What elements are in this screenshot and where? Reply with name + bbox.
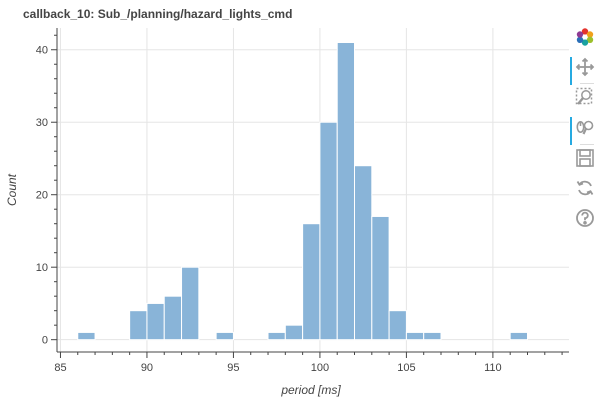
bars-layer [77, 41, 528, 341]
x-tick-label: 100 [311, 362, 329, 374]
x-tick-label: 95 [227, 362, 239, 374]
help-tool-button[interactable] [570, 206, 600, 234]
toolbar-separator [580, 83, 594, 84]
histogram-bar [388, 310, 407, 341]
y-tick-label: 30 [36, 117, 48, 129]
x-tick-label: 85 [54, 362, 66, 374]
histogram-bar [146, 302, 165, 341]
histogram-bar [509, 331, 528, 341]
x-tick-label: 110 [484, 362, 502, 374]
histogram-bar [215, 331, 234, 341]
histogram-bar [423, 331, 442, 341]
histogram-bar [319, 121, 338, 341]
wheel-zoom-tool-button[interactable] [570, 115, 600, 145]
axes-layer: 85 90 95 100 105 110 0 10 20 30 40 [36, 28, 569, 374]
save-tool-button[interactable] [570, 146, 600, 174]
histogram-bar [129, 310, 148, 341]
toolbar-separator [580, 144, 594, 145]
histogram-bar [284, 324, 304, 341]
histogram-bar [181, 266, 200, 341]
histogram-bar [405, 331, 425, 341]
y-tick-label: 10 [36, 262, 48, 274]
histogram-bar [77, 331, 96, 341]
histogram-bar [267, 331, 286, 341]
y-tick-label: 40 [36, 45, 48, 57]
y-tick-label: 20 [36, 190, 48, 202]
histogram-bar [336, 41, 356, 341]
histogram-bar [371, 215, 390, 341]
pan-tool-button[interactable] [570, 55, 600, 85]
histogram-bar [163, 295, 183, 341]
x-tick-label: 105 [397, 362, 415, 374]
x-axis-label: period [ms] [280, 383, 341, 397]
y-axis-label: Count [5, 173, 19, 206]
bokeh-logo-button [570, 25, 600, 53]
histogram-bar [354, 165, 373, 341]
x-tick-label: 90 [141, 362, 153, 374]
box-zoom-tool-button[interactable] [570, 85, 600, 113]
chart-title: callback_10: Sub_/planning/hazard_lights… [23, 7, 293, 21]
chart-toolbar [570, 25, 600, 245]
y-tick-label: 0 [42, 335, 48, 347]
histogram-bar [302, 223, 321, 341]
reset-tool-button[interactable] [570, 176, 600, 204]
